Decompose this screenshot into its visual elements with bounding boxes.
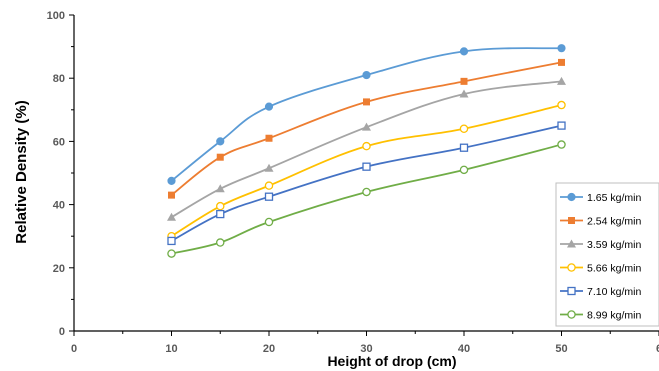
data-point [362, 162, 371, 171]
legend-label: 2.54 kg/min [587, 216, 641, 228]
series-1 [167, 44, 566, 185]
x-tick-label: 6 [656, 343, 659, 355]
data-point [362, 187, 371, 197]
x-tick-label: 40 [458, 343, 470, 355]
data-point [215, 201, 225, 211]
y-axis-title: Relative Density (%) [13, 100, 30, 243]
legend-entry: 1.65 kg/min [560, 192, 641, 204]
legend-entry: 8.99 kg/min [560, 310, 641, 322]
data-point [216, 137, 225, 146]
data-point [215, 238, 225, 247]
series-2 [168, 58, 565, 199]
data-point [557, 44, 566, 53]
data-point [460, 77, 468, 85]
data-point [215, 184, 225, 193]
data-point [362, 70, 371, 80]
data-point [264, 181, 274, 190]
data-point [557, 76, 566, 85]
data-point [459, 89, 469, 98]
legend-entry: 2.54 kg/min [560, 216, 641, 228]
legend-marker [567, 239, 576, 248]
data-point [459, 143, 469, 152]
legend-label: 5.66 kg/min [587, 263, 641, 275]
data-point [459, 165, 469, 175]
legend-label: 7.10 kg/min [587, 286, 641, 298]
data-point [264, 102, 274, 111]
series-layer [167, 44, 566, 258]
y-tick-label: 100 [47, 10, 65, 22]
series-line [170, 47, 562, 182]
legend-marker [567, 263, 576, 272]
data-point [557, 140, 566, 149]
data-point [167, 236, 176, 246]
legend-marker [567, 310, 576, 319]
series-3 [167, 76, 566, 221]
data-point [265, 134, 273, 142]
x-tick-label: 10 [165, 343, 177, 355]
x-tick-label: 30 [360, 343, 372, 355]
y-tick-label: 80 [53, 73, 65, 85]
data-point [557, 121, 566, 130]
x-tick-label: 20 [263, 343, 275, 355]
legend-marker [568, 217, 575, 224]
data-point [558, 58, 565, 66]
data-point [167, 249, 176, 258]
series-line [171, 143, 562, 255]
x-tick-label: 50 [555, 343, 567, 355]
y-tick-label: 40 [53, 200, 65, 212]
data-point [264, 192, 274, 201]
legend-entry: 7.10 kg/min [560, 286, 641, 298]
legend-entry: 3.59 kg/min [560, 239, 641, 251]
legend-label: 8.99 kg/min [587, 310, 641, 322]
data-point [362, 141, 371, 151]
data-point [168, 191, 175, 199]
data-point [264, 163, 274, 172]
series-5 [167, 121, 566, 246]
data-point [362, 122, 371, 131]
data-point [216, 209, 225, 219]
x-axis-title: Height of drop (cm) [327, 353, 456, 369]
data-point [459, 47, 469, 56]
data-point [216, 153, 224, 161]
legend-marker [567, 286, 576, 296]
series-4 [167, 100, 566, 241]
data-point [264, 217, 274, 227]
legend-entry: 5.66 kg/min [560, 263, 641, 275]
legend-label: 1.65 kg/min [587, 192, 641, 204]
legend: 1.65 kg/min 2.54 kg/min 3.59 kg/min 5.66 kg… [555, 182, 659, 327]
legend-box [555, 182, 659, 327]
y-tick-label: 0 [59, 326, 65, 338]
data-point [167, 212, 176, 221]
data-point [363, 98, 370, 106]
legend-label: 3.59 kg/min [587, 239, 641, 251]
y-tick-label: 20 [53, 263, 65, 275]
series-6 [167, 140, 566, 258]
data-point [557, 100, 566, 110]
legend-marker [567, 192, 576, 202]
x-tick-label: 0 [71, 343, 77, 355]
data-point [459, 124, 469, 134]
axes: 0 20 40 60 80 100 0 10 20 30 40 50 6 [47, 10, 659, 355]
data-point [167, 176, 176, 185]
y-tick-label: 60 [53, 136, 65, 148]
